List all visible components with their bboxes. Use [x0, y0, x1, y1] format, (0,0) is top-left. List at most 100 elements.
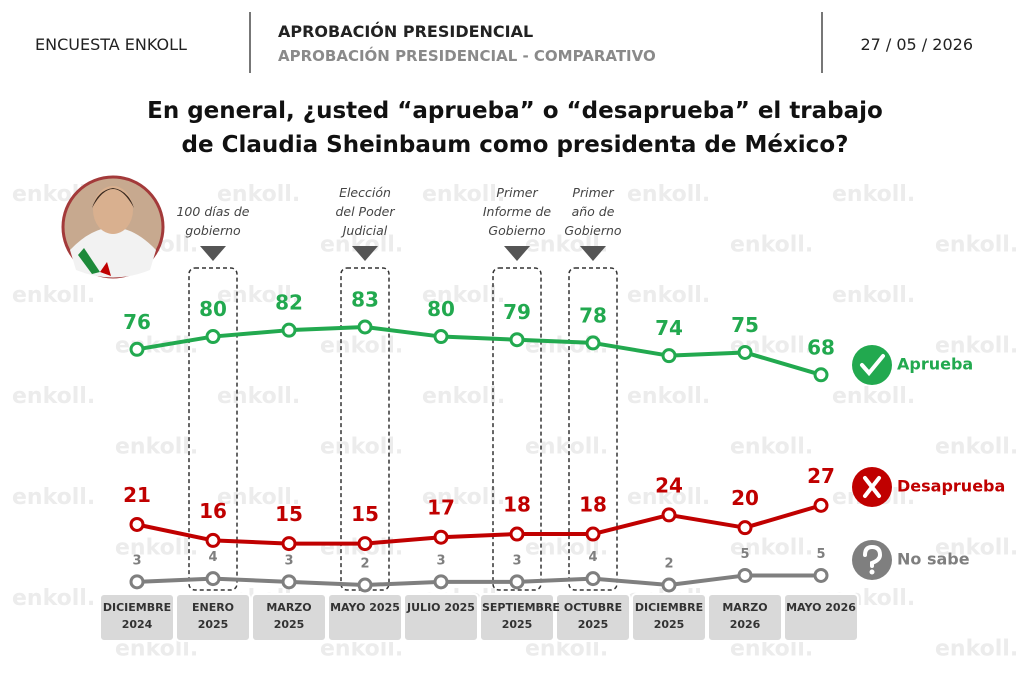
point [281, 322, 297, 338]
category-box [783, 593, 859, 642]
point [585, 335, 601, 351]
data-label: 5 [816, 547, 825, 562]
watermark: enkoll. [832, 283, 915, 308]
x-tick-label: MAYO 2025 [330, 601, 400, 614]
point [205, 571, 221, 587]
legend-icon [852, 345, 892, 385]
point [357, 319, 373, 335]
category-box [327, 593, 403, 642]
watermark: enkoll. [627, 283, 710, 308]
data-label: 68 [807, 335, 835, 359]
data-label: 74 [655, 316, 683, 340]
watermark: enkoll. [217, 182, 300, 207]
watermark: enkoll. [730, 233, 813, 258]
legend-icon [863, 544, 883, 568]
data-label: 24 [655, 473, 683, 497]
annotation: Elección del Poder Judicial [335, 185, 395, 238]
point [357, 536, 373, 552]
section: APROBACIÓN PRESIDENCIAL [278, 22, 534, 41]
point [281, 536, 297, 552]
watermark: enkoll. [935, 334, 1018, 359]
point [661, 348, 677, 364]
watermark: enkoll. [12, 384, 95, 409]
watermark: enkoll. [115, 435, 198, 460]
legend-icon [863, 476, 881, 498]
point [737, 344, 753, 360]
watermark: enkoll. [627, 485, 710, 510]
data-label: 4 [588, 550, 597, 565]
annotation: 100 días de gobierno [176, 204, 250, 238]
data-label: 18 [579, 493, 607, 517]
data-label: 20 [731, 486, 759, 510]
point [205, 532, 221, 548]
legend-icon [869, 569, 875, 575]
watermark: enkoll. [832, 384, 915, 409]
watermark: enkoll. [422, 485, 505, 510]
event-box [340, 267, 390, 591]
watermark: enkoll. [422, 182, 505, 207]
category-box [555, 593, 631, 642]
watermark: enkoll. [627, 384, 710, 409]
watermark: enkoll. [935, 637, 1018, 662]
data-label: 3 [512, 553, 521, 568]
point [813, 367, 829, 383]
x-tick-label: MARZO 2026 [722, 601, 768, 631]
watermark: enkoll. [217, 283, 300, 308]
data-label: 3 [436, 553, 445, 568]
source: ENCUESTA ENKOLL [35, 35, 187, 54]
data-label: 5 [740, 547, 749, 562]
watermark: enkoll. [320, 334, 403, 359]
series-line [136, 325, 822, 377]
point [129, 516, 145, 532]
watermark: enkoll. [422, 384, 505, 409]
x-tick-label: DICIEMBRE 2024 [102, 601, 172, 631]
data-label: 83 [351, 288, 379, 312]
point [281, 574, 297, 590]
event-arrow [200, 246, 226, 261]
event-arrow [352, 246, 378, 261]
point [661, 577, 677, 593]
event-arrow [504, 246, 530, 261]
point [737, 567, 753, 583]
data-label: 21 [123, 483, 151, 507]
subsection: APROBACIÓN PRESIDENCIAL - COMPARATIVO [278, 47, 656, 65]
watermark: enkoll. [320, 435, 403, 460]
data-label: 2 [664, 557, 673, 572]
data-label: 2 [360, 557, 369, 572]
watermark: enkoll. [627, 182, 710, 207]
category-box [175, 593, 251, 642]
data-label: 78 [579, 303, 607, 327]
x-tick-label: MAYO 2026 [786, 601, 856, 614]
data-label: 80 [199, 297, 227, 321]
category-box [479, 593, 555, 642]
x-tick-label: SEPTIEMBRE 2025 [482, 601, 560, 631]
series-line [136, 573, 821, 587]
point [585, 526, 601, 542]
watermark: enkoll. [935, 536, 1018, 561]
data-label: 16 [199, 499, 227, 523]
point [129, 574, 145, 590]
watermark: enkoll. [217, 384, 300, 409]
point [205, 329, 221, 345]
category-box [99, 593, 175, 642]
watermark: enkoll. [12, 586, 95, 611]
data-label: 15 [275, 502, 303, 526]
point [129, 341, 145, 357]
data-label: 80 [427, 297, 455, 321]
data-label: 18 [503, 493, 531, 517]
data-label: 82 [275, 291, 303, 315]
portrait [61, 175, 165, 279]
data-label: 4 [208, 550, 217, 565]
x-tick-label: MARZO 2025 [266, 601, 312, 631]
legend-label: Aprueba [897, 355, 973, 374]
point [813, 567, 829, 583]
event-box [568, 267, 618, 591]
data-label: 27 [807, 464, 835, 488]
category-box [251, 593, 327, 642]
category-box [707, 593, 783, 642]
watermark: enkoll. [935, 233, 1018, 258]
annotation: Primer año de Gobierno [564, 185, 622, 238]
data-label: 79 [503, 300, 531, 324]
data-label: 3 [132, 553, 141, 568]
